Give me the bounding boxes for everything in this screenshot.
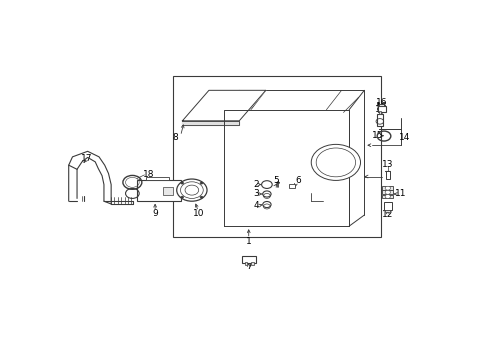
Text: 11: 11 bbox=[394, 189, 405, 198]
Bar bbox=[378, 111, 380, 114]
Circle shape bbox=[200, 196, 203, 198]
Text: 18: 18 bbox=[143, 170, 155, 179]
Circle shape bbox=[176, 179, 206, 201]
Text: 17: 17 bbox=[81, 154, 92, 163]
Circle shape bbox=[385, 190, 389, 194]
Text: 16: 16 bbox=[375, 103, 386, 112]
Text: 12: 12 bbox=[381, 210, 393, 219]
Bar bbox=[163, 187, 173, 195]
Bar bbox=[137, 180, 180, 201]
Polygon shape bbox=[182, 121, 239, 125]
Text: 13: 13 bbox=[381, 160, 393, 169]
Bar bbox=[381, 190, 393, 194]
Bar bbox=[381, 194, 393, 198]
Circle shape bbox=[311, 144, 360, 180]
Bar bbox=[385, 171, 389, 179]
Text: 16: 16 bbox=[375, 103, 386, 112]
Text: 15: 15 bbox=[371, 131, 383, 140]
Circle shape bbox=[385, 194, 389, 198]
Polygon shape bbox=[224, 110, 348, 226]
Polygon shape bbox=[182, 90, 265, 121]
Text: 4: 4 bbox=[253, 201, 259, 210]
Text: 8: 8 bbox=[172, 133, 178, 142]
Bar bbox=[385, 210, 389, 212]
Bar bbox=[377, 107, 385, 112]
Bar bbox=[250, 262, 253, 265]
Circle shape bbox=[200, 182, 203, 184]
Bar bbox=[381, 186, 393, 190]
Text: 16: 16 bbox=[374, 105, 386, 114]
Text: 5: 5 bbox=[273, 176, 278, 185]
Circle shape bbox=[181, 196, 183, 198]
Bar bbox=[376, 114, 382, 126]
Bar bbox=[379, 104, 383, 107]
Bar bbox=[242, 256, 255, 263]
Bar bbox=[173, 76, 381, 237]
Bar bbox=[383, 202, 391, 210]
Bar bbox=[244, 262, 247, 265]
Bar bbox=[146, 177, 169, 180]
Text: 14: 14 bbox=[398, 133, 409, 142]
Text: 16: 16 bbox=[375, 98, 386, 107]
Text: 3: 3 bbox=[252, 189, 258, 198]
Text: 2: 2 bbox=[253, 180, 259, 189]
Circle shape bbox=[181, 182, 183, 184]
Text: 9: 9 bbox=[152, 209, 158, 218]
Circle shape bbox=[385, 186, 389, 190]
Text: 6: 6 bbox=[295, 176, 301, 185]
Bar bbox=[288, 184, 294, 188]
Text: 7: 7 bbox=[245, 262, 251, 271]
Text: 10: 10 bbox=[192, 209, 203, 218]
Text: 1: 1 bbox=[245, 237, 251, 246]
